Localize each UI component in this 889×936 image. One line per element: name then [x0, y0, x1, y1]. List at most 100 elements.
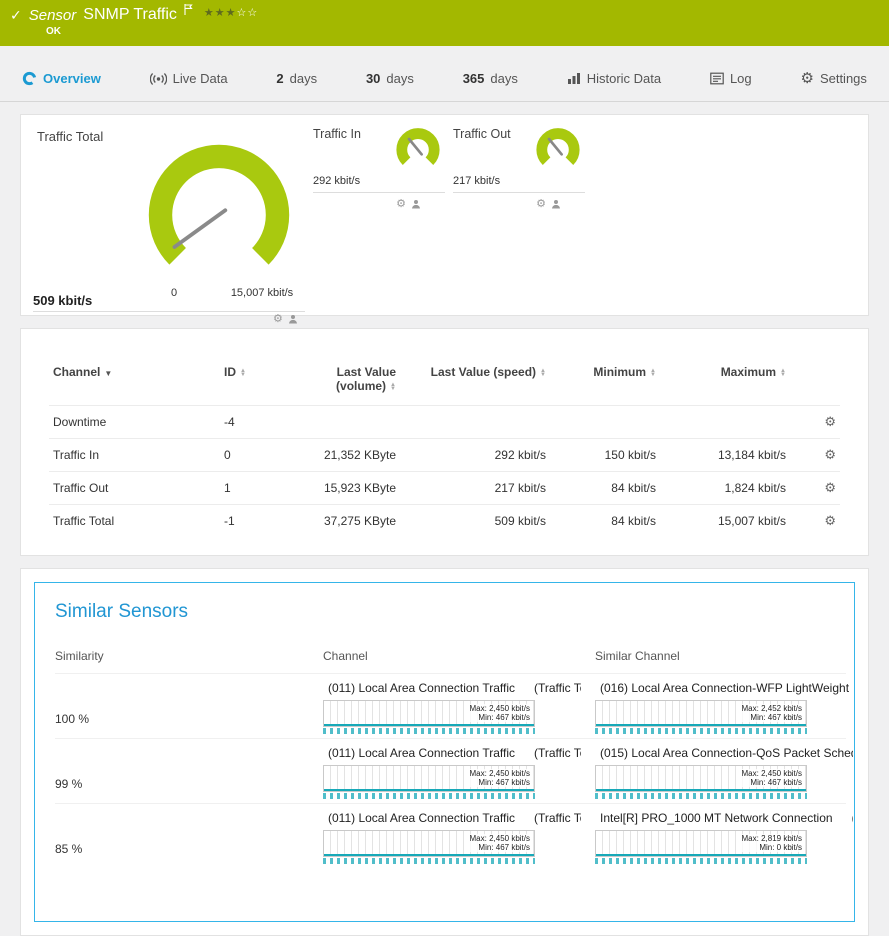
- minigraph-min: Min: 467 kbit/s: [478, 713, 530, 722]
- tab-live-data[interactable]: Live Data: [142, 61, 236, 101]
- minigraph-max: Max: 2,450 kbit/s: [469, 834, 530, 843]
- tab-label: Settings: [819, 71, 867, 86]
- minigraph-min: Min: 467 kbit/s: [750, 713, 802, 722]
- channels-table: Channel ▼ ID ▲ ▼ Last Value (volume) ▲ ▼ Last…: [49, 337, 840, 537]
- user-icon[interactable]: [288, 314, 298, 324]
- traffic-in-value: 292 kbit/s: [313, 175, 361, 187]
- object-kind-label: Sensor: [28, 6, 77, 24]
- col-last-value-volume[interactable]: Last Value (volume) ▲ ▼: [336, 365, 396, 393]
- minigraph-max: Max: 2,452 kbit/s: [741, 704, 802, 713]
- channel-max: 15,007 kbit/s: [660, 504, 790, 537]
- col-maximum[interactable]: Maximum ▲ ▼: [720, 365, 786, 379]
- tab-log[interactable]: Log: [702, 61, 760, 101]
- gauge-settings-icon[interactable]: ⚙: [273, 313, 283, 325]
- similar-table-header: Similarity Channel Similar Channel: [55, 623, 846, 673]
- sort-desc-icon: ▼: [104, 369, 113, 378]
- channel-minigraph[interactable]: Max: 2,819 kbit/s Min: 0 kbit/s: [595, 830, 807, 857]
- user-icon[interactable]: [411, 199, 421, 209]
- sort-icon: ▲ ▼: [240, 367, 246, 378]
- channel-id: -1: [220, 504, 300, 537]
- channel-settings-icon[interactable]: ⚙: [824, 513, 836, 528]
- channel-name: Traffic Out: [49, 471, 220, 505]
- overview-icon: [22, 71, 37, 86]
- channel-min: [550, 405, 660, 439]
- tab-label: Historic Data: [586, 71, 662, 86]
- tab-overview[interactable]: Overview: [14, 61, 109, 101]
- tab-settings[interactable]: ⚙ Settings: [792, 61, 874, 101]
- gauge-scale-max: 15,007 kbit/s: [230, 287, 294, 299]
- col-last-value-speed[interactable]: Last Value (speed) ▲ ▼: [430, 365, 546, 379]
- gauge-settings-icon[interactable]: ⚙: [536, 198, 546, 210]
- similar-row: 85 % (011) Local Area Connection Traffic…: [55, 803, 853, 868]
- tab-365-days[interactable]: 365 days: [455, 61, 526, 101]
- user-icon[interactable]: [551, 199, 561, 209]
- tab-label: days: [289, 71, 318, 86]
- status-badge: OK: [46, 26, 61, 37]
- traffic-in-label: Traffic In: [313, 127, 361, 141]
- traffic-out-value: 217 kbit/s: [453, 175, 501, 187]
- channel-minigraph[interactable]: Max: 2,450 kbit/s Min: 467 kbit/s: [595, 765, 807, 792]
- sort-icon: ▲ ▼: [390, 381, 396, 392]
- tab-bar: Overview Live Data 2 days 30 days 365 da…: [0, 61, 889, 102]
- tab-label: Overview: [43, 71, 101, 86]
- tab-number: 30: [365, 71, 381, 86]
- channel-min: 150 kbit/s: [550, 438, 660, 472]
- col-similarity: Similarity: [55, 649, 104, 663]
- channel-link[interactable]: (016) Local Area Connection-WFP LightWei…: [600, 681, 853, 695]
- channel-speed: 217 kbit/s: [400, 471, 550, 505]
- channel-id: 1: [220, 471, 300, 505]
- channel-row-traffic-out: Traffic Out 1 15,923 KByte 217 kbit/s 84…: [49, 471, 840, 505]
- channel-link[interactable]: (011) Local Area Connection Traffic: [328, 811, 515, 825]
- minigraph-max: Max: 2,450 kbit/s: [469, 769, 530, 778]
- channel-settings-icon[interactable]: ⚙: [824, 480, 836, 495]
- minigraph-axis: [323, 793, 535, 799]
- similarity-value: 85 %: [55, 842, 83, 856]
- channels-panel: Channel ▼ ID ▲ ▼ Last Value (volume) ▲ ▼ Last…: [20, 328, 869, 556]
- minigraph-axis: [323, 858, 535, 864]
- channel-name: Downtime: [49, 405, 220, 439]
- minigraph-min: Min: 0 kbit/s: [759, 843, 802, 852]
- channel-volume: 37,275 KByte: [300, 504, 400, 537]
- minigraph-axis: [595, 793, 807, 799]
- similar-sensors-title: Similar Sensors: [55, 601, 189, 622]
- channel-row-traffic-total: Traffic Total -1 37,275 KByte 509 kbit/s…: [49, 504, 840, 537]
- tab-2-days[interactable]: 2 days: [268, 61, 325, 101]
- channel-minigraph[interactable]: Max: 2,450 kbit/s Min: 467 kbit/s: [323, 830, 535, 857]
- stars-empty: ☆☆: [236, 7, 259, 19]
- channel-speed: [400, 405, 550, 439]
- channel-detail: (To: [852, 811, 853, 825]
- tab-label: days: [386, 71, 414, 86]
- similar-row: 100 % (011) Local Area Connection Traffi…: [55, 673, 853, 738]
- col-channel[interactable]: Channel ▼: [53, 365, 113, 379]
- minigraph-max: Max: 2,450 kbit/s: [741, 769, 802, 778]
- channel-link[interactable]: Intel[R] PRO_1000 MT Network Connection: [600, 811, 833, 825]
- channel-detail: (Traffic To: [534, 746, 581, 760]
- channel-link[interactable]: (015) Local Area Connection-QoS Packet S…: [600, 746, 853, 760]
- channel-link[interactable]: (011) Local Area Connection Traffic: [328, 746, 515, 760]
- tab-historic-data[interactable]: Historic Data: [559, 61, 669, 101]
- traffic-total-value: 509 kbit/s: [33, 293, 93, 308]
- channel-minigraph[interactable]: Max: 2,452 kbit/s Min: 467 kbit/s: [595, 700, 807, 727]
- channel-max: [660, 405, 790, 439]
- channel-volume: 21,352 KByte: [300, 438, 400, 472]
- tab-30-days[interactable]: 30 days: [358, 61, 422, 101]
- traffic-in-gauge: [396, 128, 440, 166]
- minigraph-axis: [595, 728, 807, 734]
- channel-min: 84 kbit/s: [550, 504, 660, 537]
- col-minimum[interactable]: Minimum ▲ ▼: [593, 365, 656, 379]
- gauge-settings-icon[interactable]: ⚙: [396, 198, 406, 210]
- gauges-panel: Traffic Total 0 15,007 kbit/s 509 kbit/s…: [20, 114, 869, 325]
- col-id[interactable]: ID ▲ ▼: [224, 365, 246, 379]
- historic-data-icon: [567, 73, 580, 84]
- channel-minigraph[interactable]: Max: 2,450 kbit/s Min: 467 kbit/s: [323, 765, 535, 792]
- channel-settings-icon[interactable]: ⚙: [824, 447, 836, 462]
- channel-detail: (Traffic To: [534, 811, 581, 825]
- channel-settings-icon[interactable]: ⚙: [824, 414, 836, 429]
- traffic-out-gauge: [536, 128, 580, 166]
- channel-max: 13,184 kbit/s: [660, 438, 790, 472]
- similarity-value: 99 %: [55, 777, 83, 791]
- channel-link[interactable]: (011) Local Area Connection Traffic: [328, 681, 515, 695]
- priority-stars[interactable]: ★★★☆☆: [204, 6, 258, 19]
- channel-minigraph[interactable]: Max: 2,450 kbit/s Min: 467 kbit/s: [323, 700, 535, 727]
- flag-icon[interactable]: [184, 2, 193, 20]
